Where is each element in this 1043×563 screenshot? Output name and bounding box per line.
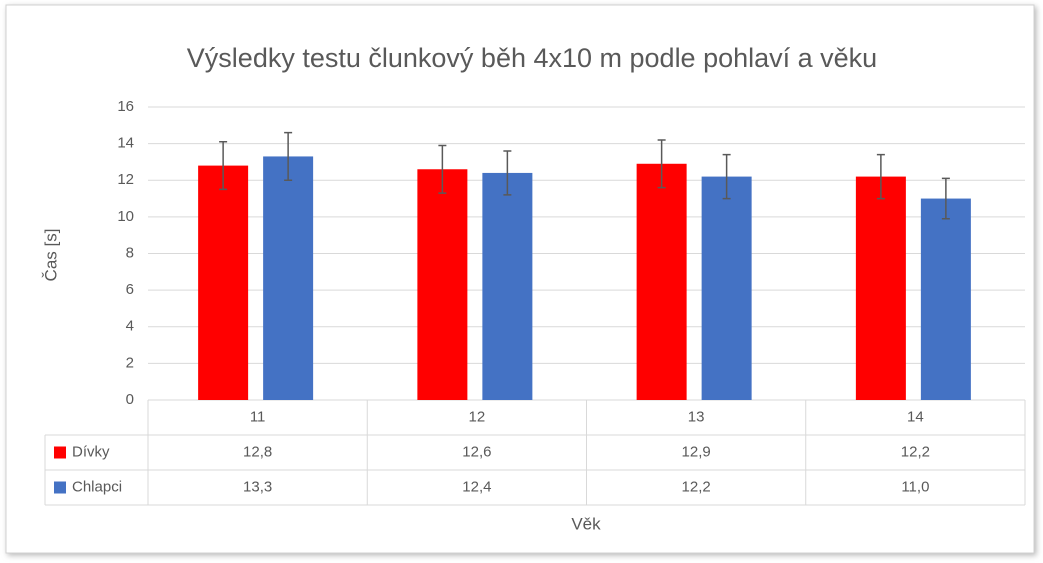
bar [920, 198, 971, 400]
table-value: 12,2 [901, 443, 930, 460]
y-tick-label: 4 [126, 318, 134, 335]
bar [855, 176, 906, 400]
error-bar [722, 153, 731, 200]
bar [701, 176, 752, 400]
x-tick-label: 12 [469, 408, 486, 425]
table-value: 13,3 [243, 478, 272, 495]
bar [636, 163, 687, 400]
x-axis-label: Věk [571, 514, 601, 533]
legend-label: Dívky [72, 443, 110, 460]
error-bar [876, 153, 885, 200]
y-axis-label: Čas [s] [41, 229, 60, 282]
bar [417, 169, 468, 400]
y-tick-label: 2 [126, 354, 134, 371]
error-bar [503, 150, 512, 196]
legend-label: Chlapci [72, 478, 122, 495]
x-tick-label: 13 [688, 408, 705, 425]
error-bar [219, 141, 228, 191]
error-bar [941, 177, 950, 220]
y-tick-label: 16 [117, 98, 134, 115]
table-value: 12,8 [243, 443, 272, 460]
table-value: 12,4 [462, 478, 491, 495]
error-bar [284, 131, 293, 181]
y-tick-label: 14 [117, 135, 134, 152]
bar [482, 172, 533, 400]
y-tick-label: 6 [126, 281, 134, 298]
table-value: 12,9 [682, 443, 711, 460]
table-value: 12,2 [682, 478, 711, 495]
y-tick-label: 0 [126, 391, 134, 408]
y-tick-label: 12 [117, 171, 134, 188]
bar [263, 156, 314, 400]
x-tick-label: 14 [907, 408, 924, 425]
table-value: 12,6 [462, 443, 491, 460]
x-tick-label: 11 [250, 408, 266, 425]
y-tick-label: 10 [117, 208, 134, 225]
error-bar [657, 139, 666, 189]
table-value: 11,0 [901, 478, 929, 495]
error-bar [438, 144, 447, 194]
bar [198, 165, 249, 400]
legend-swatch [54, 481, 66, 494]
y-tick-label: 8 [126, 244, 134, 261]
chart-title: Výsledky testu člunkový běh 4x10 m podle… [187, 43, 877, 73]
legend-swatch [54, 446, 66, 459]
